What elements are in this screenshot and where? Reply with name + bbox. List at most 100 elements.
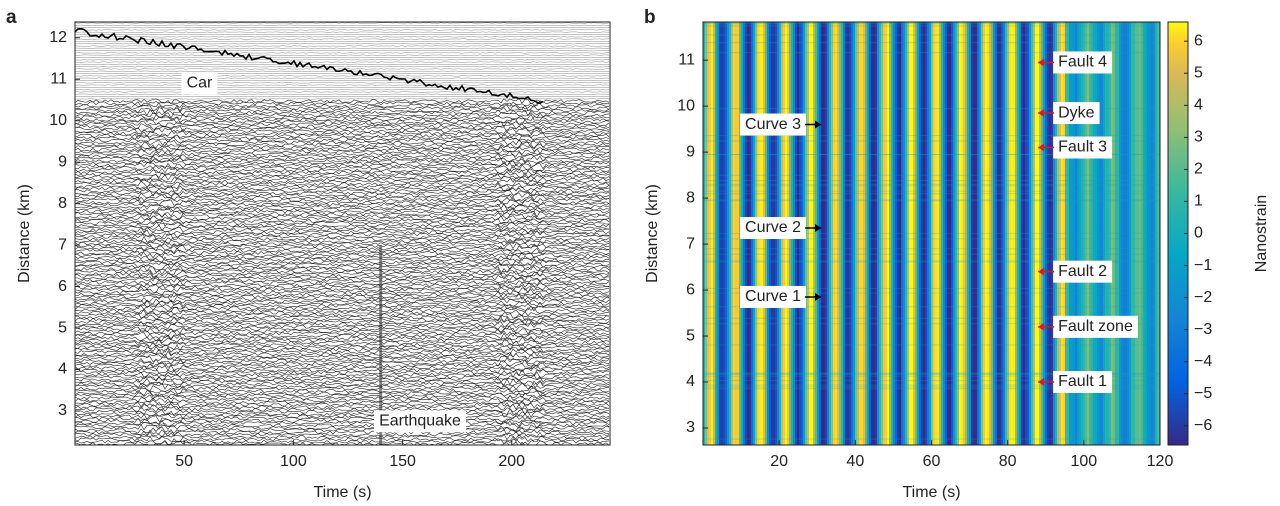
trace <box>75 394 610 401</box>
trace <box>75 309 610 317</box>
plot-area <box>75 22 610 445</box>
trace <box>75 136 610 144</box>
heat-cell <box>1131 22 1134 445</box>
heat-cell <box>887 22 890 445</box>
heat-cell <box>1145 22 1148 445</box>
trace <box>75 318 610 326</box>
trace <box>75 378 610 386</box>
heat-cell <box>1033 22 1036 445</box>
colorbar-tick-label: 4 <box>1194 97 1203 114</box>
heat-cell <box>841 22 844 445</box>
heat-cell <box>713 22 716 445</box>
trace <box>75 73 610 75</box>
arrow-head <box>1038 109 1045 118</box>
heat-cell <box>717 22 720 445</box>
heat-cell <box>1035 22 1038 445</box>
y-tick-label: 7 <box>58 236 67 253</box>
heat-cell <box>1047 22 1050 445</box>
colorbar-tick-label: −5 <box>1194 385 1212 402</box>
trace <box>75 111 610 119</box>
heat-cell <box>831 22 834 445</box>
trace <box>75 304 610 312</box>
heat-cell <box>845 22 848 445</box>
heat-cell <box>731 22 734 445</box>
heat-cell <box>1053 22 1056 445</box>
annotation: Earthquake <box>379 413 461 430</box>
heat-cell <box>1043 22 1046 445</box>
heat-cell <box>1123 22 1126 445</box>
heat-cell <box>1027 22 1030 445</box>
heat-cell <box>1069 22 1072 445</box>
trace <box>75 162 610 170</box>
colorbar-tick-label: 6 <box>1194 32 1203 49</box>
trace <box>75 212 610 220</box>
heat-cell <box>1113 22 1116 445</box>
heat-cell <box>921 22 924 445</box>
y-axis-label: Distance (km) <box>16 184 33 283</box>
trace <box>75 371 610 379</box>
heat-cell <box>1147 22 1150 445</box>
y-tick-label: 6 <box>58 278 67 295</box>
trace <box>75 320 610 328</box>
heat-cell <box>913 22 916 445</box>
trace <box>75 199 610 206</box>
trace <box>75 169 610 177</box>
heat-cell <box>1013 22 1016 445</box>
trace <box>75 224 610 232</box>
heat-cell <box>861 22 864 445</box>
heat-cell <box>725 22 728 445</box>
trace <box>75 286 609 294</box>
annotation-box <box>740 285 807 308</box>
trace <box>75 84 610 86</box>
heat-cell <box>819 22 822 445</box>
trace <box>75 295 610 303</box>
heat-cell <box>1083 22 1086 445</box>
trace <box>75 359 610 367</box>
heat-cell <box>823 22 826 445</box>
y-tick-label: 10 <box>677 97 695 114</box>
heat-cell <box>967 22 970 445</box>
trace <box>75 33 610 36</box>
heat-cell <box>983 22 986 445</box>
heat-cell <box>979 22 982 445</box>
trace <box>75 401 610 409</box>
heat-cell <box>705 22 708 445</box>
heat-cell <box>879 22 882 445</box>
colorbar-tick-label: 2 <box>1194 161 1203 178</box>
trace <box>75 424 610 432</box>
heat-cell <box>727 22 730 445</box>
heat-cell <box>895 22 898 445</box>
x-tick-label: 60 <box>923 453 941 470</box>
heat-cell <box>733 22 736 445</box>
heat-cell <box>969 22 972 445</box>
trace <box>75 364 610 372</box>
heat-cell <box>901 22 904 445</box>
colorbar-tick-label: 0 <box>1194 225 1203 242</box>
y-tick-label: 4 <box>58 361 67 378</box>
heat-cell <box>945 22 948 445</box>
heat-cell <box>933 22 936 445</box>
heat-cell <box>959 22 962 445</box>
trace <box>75 54 610 56</box>
heat-cell <box>1139 22 1142 445</box>
heat-cell <box>1135 22 1138 445</box>
panel-letter: a <box>6 7 17 28</box>
heat-cell <box>929 22 932 445</box>
trace <box>75 343 610 351</box>
heat-cell <box>937 22 940 445</box>
colorbar-tick-label: −4 <box>1194 353 1212 370</box>
trace <box>75 284 610 291</box>
trace <box>75 187 610 195</box>
trace <box>75 178 610 186</box>
heat-cell <box>1155 22 1158 445</box>
heat-cell <box>849 22 852 445</box>
heat-cell <box>1003 22 1006 445</box>
heat-cell <box>925 22 928 445</box>
trace <box>75 68 610 70</box>
trace <box>75 353 610 360</box>
trace <box>75 325 610 333</box>
trace <box>75 203 610 211</box>
heat-cell <box>891 22 894 445</box>
heat-cell <box>947 22 950 445</box>
heat-cell <box>971 22 974 445</box>
